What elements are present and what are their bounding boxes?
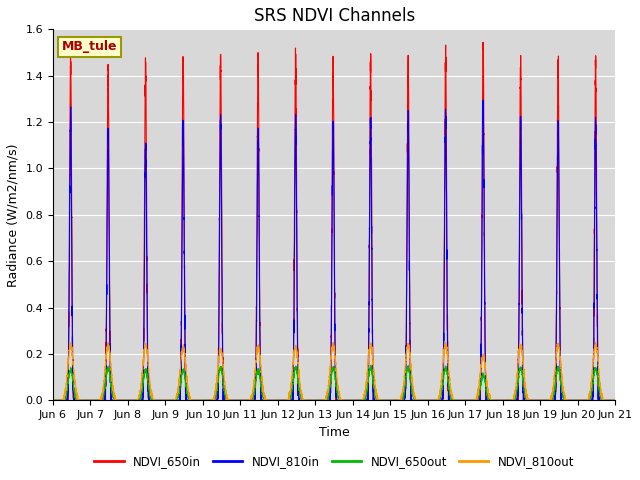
NDVI_810out [492,397,500,403]
NDVI_810in [64,397,72,403]
NDVI_810in [412,397,420,403]
NDVI_650out [61,397,69,403]
NDVI_650out [492,397,500,403]
NDVI_810out [170,397,177,403]
NDVI_650in [479,39,487,45]
NDVI_810in [479,97,487,103]
NDVI_810in [170,397,177,403]
NDVI_810in [49,397,57,403]
NDVI_650out [49,397,57,403]
Line: NDVI_810out: NDVI_810out [53,342,616,400]
NDVI_810out [104,339,112,345]
NDVI_650in [612,397,620,403]
NDVI_650in [49,397,57,403]
NDVI_650in [260,397,268,403]
NDVI_810out [610,397,618,403]
NDVI_650in [170,397,177,403]
NDVI_810in [164,397,172,403]
NDVI_650in [63,397,71,403]
NDVI_810out [412,396,420,402]
NDVI_650out [367,362,374,368]
NDVI_650out [170,397,177,403]
NDVI_650out [412,397,420,403]
NDVI_810out [49,397,57,403]
Legend: NDVI_650in, NDVI_810in, NDVI_650out, NDVI_810out: NDVI_650in, NDVI_810in, NDVI_650out, NDV… [90,451,579,473]
NDVI_810out [60,397,68,403]
NDVI_810in [612,397,620,403]
NDVI_810out [260,392,268,398]
NDVI_810out [164,397,172,403]
X-axis label: Time: Time [319,426,349,439]
Title: SRS NDVI Channels: SRS NDVI Channels [253,7,415,25]
NDVI_810in [260,397,268,403]
NDVI_650in [412,397,420,403]
NDVI_650in [164,397,172,403]
NDVI_810in [492,397,500,403]
Text: MB_tule: MB_tule [61,40,117,53]
Line: NDVI_650in: NDVI_650in [53,42,616,400]
Line: NDVI_650out: NDVI_650out [53,365,616,400]
NDVI_650in [610,397,618,403]
NDVI_650out [260,395,268,401]
NDVI_650in [492,397,500,403]
Line: NDVI_810in: NDVI_810in [53,100,616,400]
NDVI_810out [612,397,620,403]
NDVI_650out [612,397,620,403]
Y-axis label: Radiance (W/m2/nm/s): Radiance (W/m2/nm/s) [7,143,20,287]
NDVI_650out [164,397,172,403]
NDVI_810in [610,397,618,403]
NDVI_650out [610,397,618,403]
